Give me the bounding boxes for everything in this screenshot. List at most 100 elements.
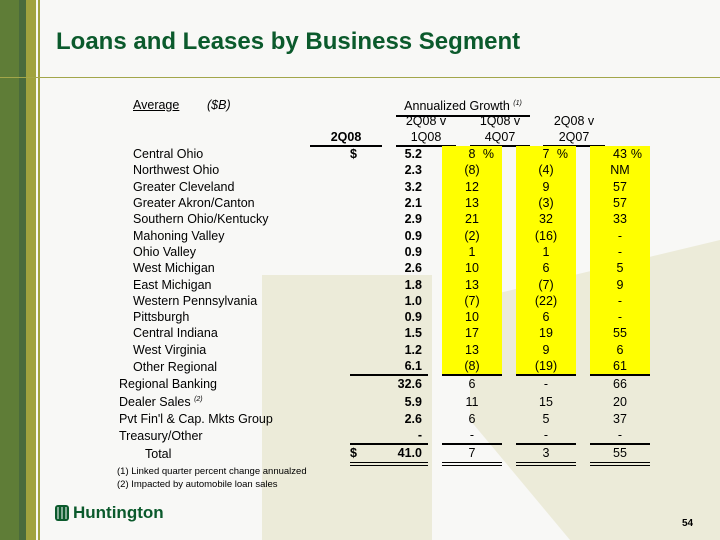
growth-value: 6	[468, 411, 476, 426]
table-row: Dealer Sales (2) 5.9 11 15 20	[105, 392, 650, 410]
value-2q08: 0.9	[404, 310, 422, 325]
value-2q08: 5.9	[404, 394, 422, 409]
label-text: Southern Ohio/Kentucky	[133, 212, 269, 227]
growth-value: 8	[468, 147, 476, 162]
growth-c3: NM	[590, 162, 650, 179]
growth-value: (3)	[538, 196, 554, 211]
growth-value: 43	[613, 147, 627, 162]
growth-value: 9	[616, 277, 624, 292]
annualized-label: Annualized Growth	[404, 99, 510, 114]
table-row: West Michigan 2.6 10 6 5	[105, 260, 650, 277]
table-row: Greater Cleveland 3.2 12 9 57	[105, 178, 650, 195]
growth-value: 6	[468, 377, 476, 392]
col-header: 2Q08	[330, 130, 362, 144]
table-row: Central Ohio $5.2 8% 7% 43%	[105, 146, 650, 163]
label-text: Mahoning Valley	[133, 228, 225, 243]
growth-c3: 37	[590, 411, 650, 427]
dollar-sign	[350, 162, 365, 178]
growth-value: -	[617, 244, 623, 259]
dollar-sign	[350, 211, 365, 227]
percent-sign: %	[630, 147, 642, 162]
label-text: Other Regional	[133, 359, 218, 374]
dollar-sign	[350, 293, 365, 309]
growth-c1: (8)	[442, 162, 502, 179]
value-2q08: 2.9	[404, 212, 422, 227]
rule	[396, 145, 456, 147]
growth-value: (7)	[464, 293, 480, 308]
growth-value: 21	[465, 212, 479, 227]
growth-c2: 19	[516, 325, 576, 342]
label-text: Greater Cleveland	[133, 179, 235, 194]
label-text: Treasury/Other	[119, 428, 203, 443]
dollar-sign	[350, 325, 365, 341]
dollar-sign	[350, 195, 365, 211]
growth-value: NM	[610, 163, 630, 178]
row-label: Central Indiana	[105, 325, 350, 341]
loans-table: Central Ohio $5.2 8% 7% 43% Northwest Ohio 2.3…	[105, 146, 650, 466]
value-2q08: 2.3	[404, 163, 422, 178]
growth-c3: -	[590, 227, 650, 244]
side-bar	[38, 0, 40, 540]
row-label: Greater Cleveland	[105, 179, 350, 195]
growth-value: (8)	[464, 359, 480, 373]
table-row: Greater Akron/Canton 2.1 13 (3) 57	[105, 194, 650, 212]
growth-value: 15	[539, 394, 553, 409]
growth-c1: (8)	[442, 357, 502, 377]
growth-c2: 3	[516, 444, 576, 466]
label-text: Northwest Ohio	[133, 163, 220, 178]
growth-c1: 17	[442, 325, 502, 342]
row-label: Western Pennsylvania	[105, 293, 350, 309]
dollar-sign	[350, 392, 365, 410]
growth-c3: 33	[590, 211, 650, 228]
annualized-growth-header: Annualized Growth (1)	[396, 96, 530, 118]
dollar-sign	[350, 375, 365, 392]
value-2q08: -	[365, 426, 428, 446]
side-bar	[19, 0, 26, 540]
growth-c1: 6	[442, 411, 502, 427]
label-text: Total	[145, 446, 172, 461]
col-header: 2Q08 v	[553, 114, 595, 128]
label-text: Central Ohio	[133, 147, 204, 162]
growth-value: 37	[613, 411, 627, 426]
percent-sign: %	[482, 147, 494, 162]
rule	[310, 145, 382, 147]
growth-value: 20	[613, 394, 627, 409]
label-text: East Michigan	[133, 277, 212, 292]
growth-c3: -	[590, 292, 650, 309]
label-text: Greater Akron/Canton	[133, 196, 255, 211]
growth-c3: 66	[590, 375, 650, 392]
growth-c3: -	[590, 243, 650, 261]
growth-c2: (7)	[516, 276, 576, 293]
growth-value: 55	[613, 326, 627, 341]
growth-c2: 32	[516, 211, 576, 228]
growth-c1: 11	[442, 392, 502, 410]
growth-value: 19	[539, 326, 553, 341]
growth-c2: 9	[516, 178, 576, 195]
side-bar	[26, 0, 36, 540]
dollar-sign: $	[350, 444, 365, 466]
growth-value: 7	[468, 446, 476, 461]
label-text: West Virginia	[133, 342, 207, 357]
growth-c2: (3)	[516, 194, 576, 212]
growth-c1: (2)	[442, 227, 502, 244]
table-row: Mahoning Valley 0.9 (2) (16) -	[105, 227, 650, 244]
table-row: Regional Banking 32.6 6 - 66	[105, 375, 650, 392]
growth-c3: 61	[590, 357, 650, 377]
row-label: Pittsburgh	[105, 309, 350, 325]
col-header: 1Q08	[410, 130, 442, 144]
value-2q08: 1.8	[404, 277, 422, 292]
growth-value: 5	[542, 411, 550, 426]
growth-c3: -	[590, 308, 650, 326]
row-label: Central Ohio	[105, 146, 350, 162]
growth-value: 61	[613, 359, 627, 373]
growth-c3: 6	[590, 341, 650, 358]
row-label: West Michigan	[105, 260, 350, 276]
growth-c2: -	[516, 375, 576, 392]
value-2q08: 3.2	[404, 179, 422, 194]
col-header: 2Q07	[558, 130, 590, 144]
growth-c3: 57	[590, 178, 650, 195]
growth-value: 9	[542, 342, 550, 357]
growth-value: 12	[465, 179, 479, 194]
dollar-sign	[350, 357, 365, 377]
growth-value: 33	[613, 212, 627, 227]
